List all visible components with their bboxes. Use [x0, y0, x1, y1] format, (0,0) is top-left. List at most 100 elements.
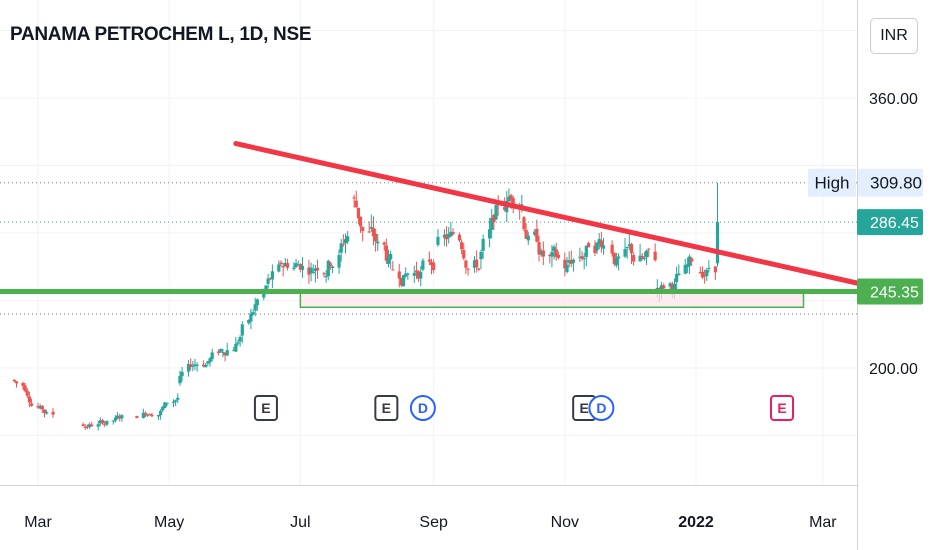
candle: [40, 405, 44, 414]
candle: [283, 258, 287, 267]
earnings-marker[interactable]: E: [770, 395, 795, 421]
candle: [548, 253, 552, 264]
support-price-badge: 245.35: [857, 278, 923, 305]
last-price-badge: 286.45: [857, 209, 923, 236]
candle: [208, 357, 212, 367]
candle: [627, 233, 631, 251]
candle: [103, 421, 107, 428]
candle: [404, 267, 408, 278]
candle: [625, 246, 629, 259]
candle: [171, 399, 176, 408]
candle: [294, 258, 298, 268]
candle: [85, 424, 90, 430]
candle: [178, 370, 182, 386]
candle: [578, 247, 582, 262]
candle: [98, 417, 102, 426]
candle: [647, 248, 651, 257]
dividend-marker[interactable]: D: [588, 395, 615, 421]
candle: [206, 361, 210, 366]
candle: [346, 231, 350, 245]
candle: [339, 239, 343, 262]
candle: [638, 243, 642, 262]
candle: [436, 229, 440, 247]
candle: [165, 402, 169, 407]
candle: [225, 342, 229, 357]
chart-drawings[interactable]: [0, 141, 877, 308]
time-tick-label: Nov: [551, 514, 579, 531]
candle: [204, 362, 208, 368]
candle: [466, 267, 470, 276]
currency-button[interactable]: INR: [870, 18, 918, 54]
price-tick-label: 360.00: [869, 91, 918, 108]
candle: [163, 401, 167, 409]
candle: [698, 266, 702, 274]
candle: [210, 348, 214, 362]
candle: [88, 422, 92, 429]
svg-text:D: D: [418, 400, 428, 416]
candle: [141, 408, 145, 419]
candle: [700, 266, 705, 280]
candle: [462, 243, 466, 261]
candle: [550, 245, 554, 268]
candle: [281, 262, 285, 277]
candle: [526, 231, 530, 245]
candle: [255, 298, 259, 311]
candle: [713, 266, 717, 280]
candle: [449, 221, 453, 238]
candle: [105, 420, 109, 427]
svg-text:E: E: [382, 400, 391, 416]
candle: [616, 253, 621, 271]
candle: [374, 228, 378, 252]
candle: [389, 250, 393, 269]
candle: [118, 413, 122, 422]
candle: [326, 259, 330, 281]
dividend-marker[interactable]: D: [409, 395, 436, 421]
candle: [451, 228, 455, 236]
candle: [556, 251, 560, 260]
candle: [232, 347, 236, 352]
candle: [12, 379, 16, 383]
earnings-marker[interactable]: E: [374, 395, 399, 421]
candle: [644, 249, 649, 265]
candle: [83, 424, 87, 430]
svg-text:D: D: [596, 400, 606, 416]
candle: [460, 239, 464, 255]
svg-text:286.45: 286.45: [870, 215, 919, 232]
candle: [524, 223, 528, 239]
candle: [442, 229, 447, 246]
candle: [270, 264, 274, 288]
candle: [535, 219, 539, 243]
candle: [429, 258, 434, 275]
candle: [494, 201, 498, 221]
candle: [490, 209, 494, 239]
candle: [148, 413, 152, 416]
candle: [554, 242, 558, 261]
resistance-trendline[interactable]: [233, 141, 877, 290]
candle: [296, 260, 300, 266]
candle: [38, 403, 42, 410]
candle: [477, 267, 481, 271]
candle: [444, 226, 449, 247]
candle: [492, 213, 496, 231]
symbol-title[interactable]: PANAMA PETROCHEM L, 1D, NSE: [10, 24, 312, 45]
candle: [253, 297, 257, 317]
earnings-marker[interactable]: E: [253, 395, 278, 421]
candle: [539, 248, 543, 257]
candle: [580, 251, 584, 261]
candle: [571, 258, 576, 272]
time-tick-label: Mar: [809, 514, 837, 531]
candle: [703, 269, 707, 284]
candle: [685, 257, 689, 274]
time-tick-label: May: [154, 514, 184, 531]
time-tick-label: Sep: [419, 514, 448, 531]
candle: [277, 260, 281, 273]
candle: [414, 261, 419, 280]
candle: [240, 321, 244, 344]
candle: [371, 216, 376, 246]
candle: [311, 264, 315, 274]
candle: [391, 260, 395, 271]
candle: [292, 262, 296, 271]
